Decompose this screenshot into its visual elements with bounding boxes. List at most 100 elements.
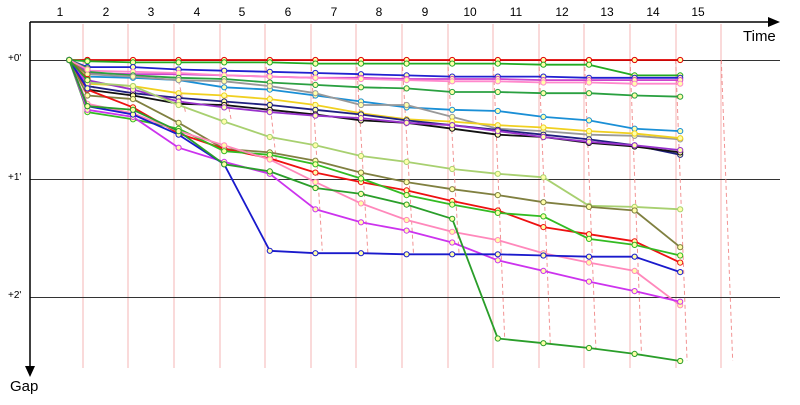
series-point bbox=[312, 206, 319, 213]
x-tick-label: 2 bbox=[103, 5, 110, 19]
x-tick-labels: 1 2 3 4 5 6 7 8 9 10 11 12 13 14 15 bbox=[57, 5, 705, 19]
series-point bbox=[449, 251, 456, 258]
y-tick-label: +2' bbox=[8, 290, 21, 301]
lap-connector-line bbox=[310, 59, 323, 251]
x-axis-title: Time bbox=[743, 28, 776, 45]
series-point bbox=[266, 109, 273, 116]
series-point bbox=[585, 203, 593, 210]
series-point bbox=[266, 73, 273, 80]
x-tick-label: 4 bbox=[194, 5, 201, 19]
series-point bbox=[585, 259, 593, 266]
series-point bbox=[357, 60, 365, 67]
series-point bbox=[84, 58, 91, 65]
series-point bbox=[677, 269, 684, 276]
series-point bbox=[494, 251, 501, 258]
series-point bbox=[631, 92, 638, 99]
series-point bbox=[357, 101, 365, 109]
x-tick-label: 10 bbox=[463, 5, 477, 19]
series-point bbox=[403, 85, 410, 92]
series-point bbox=[449, 228, 456, 235]
series-point bbox=[175, 144, 182, 151]
series-point bbox=[266, 96, 273, 103]
series-point bbox=[540, 124, 547, 131]
series-point bbox=[494, 60, 501, 67]
series-point bbox=[357, 200, 365, 207]
series-point bbox=[677, 357, 684, 365]
series-point bbox=[494, 335, 501, 342]
series-point bbox=[357, 115, 365, 122]
series-point bbox=[585, 278, 593, 285]
series-point bbox=[494, 257, 501, 264]
y-tick-labels: +0' +1' +2' bbox=[8, 53, 21, 301]
series-point bbox=[631, 207, 638, 214]
series-point bbox=[312, 169, 319, 176]
y-axis-title: Gap bbox=[10, 378, 38, 395]
x-tick-label: 1 bbox=[57, 5, 64, 19]
series-point bbox=[357, 175, 365, 182]
series-point bbox=[449, 78, 456, 85]
series-point bbox=[312, 179, 319, 186]
series-point bbox=[403, 101, 410, 109]
series-point bbox=[631, 80, 638, 87]
series-point bbox=[540, 199, 547, 206]
series-point bbox=[585, 235, 593, 242]
series-point bbox=[449, 239, 456, 246]
series-point bbox=[129, 83, 137, 90]
series-line bbox=[68, 59, 681, 141]
series-point bbox=[221, 84, 228, 91]
series-point bbox=[585, 253, 593, 260]
series-point bbox=[540, 61, 547, 68]
series-point bbox=[266, 247, 273, 254]
series-point bbox=[540, 113, 547, 121]
series-point bbox=[403, 192, 410, 199]
x-tick-label: 3 bbox=[148, 5, 155, 19]
series-point bbox=[266, 133, 273, 141]
x-tick-label: 6 bbox=[285, 5, 292, 19]
series-point bbox=[312, 250, 319, 257]
series-point bbox=[357, 250, 365, 257]
series-point bbox=[494, 88, 501, 96]
series-point bbox=[540, 340, 547, 347]
series-point bbox=[631, 267, 638, 274]
series-point bbox=[631, 350, 638, 357]
series-point bbox=[84, 66, 91, 73]
series-point bbox=[175, 59, 182, 66]
lap-connector-line bbox=[583, 59, 597, 348]
series-point bbox=[449, 106, 456, 113]
series-point bbox=[540, 213, 547, 220]
series-point bbox=[631, 142, 638, 149]
series-point bbox=[403, 60, 410, 67]
y-axis-arrow-icon bbox=[25, 366, 35, 377]
series-point bbox=[129, 106, 137, 113]
series-point bbox=[677, 135, 684, 142]
series-point bbox=[631, 130, 638, 137]
series-point bbox=[66, 56, 73, 64]
series-point bbox=[312, 142, 319, 149]
series-point bbox=[585, 90, 593, 97]
series-line bbox=[68, 59, 681, 248]
series-point bbox=[221, 118, 228, 125]
x-tick-label: 9 bbox=[422, 5, 429, 19]
series-point bbox=[357, 190, 365, 197]
series-point bbox=[677, 56, 684, 64]
series-point bbox=[357, 84, 365, 91]
series-point bbox=[631, 253, 638, 260]
series-line bbox=[68, 59, 681, 257]
series-point bbox=[494, 128, 501, 135]
series-line bbox=[68, 59, 681, 211]
axes-layer: Time Gap bbox=[10, 17, 780, 395]
series-point bbox=[403, 216, 410, 224]
series-point bbox=[221, 78, 228, 85]
series-line bbox=[68, 59, 681, 98]
series-point bbox=[585, 138, 593, 145]
series-point bbox=[221, 92, 228, 99]
series-point bbox=[585, 128, 593, 135]
series-line bbox=[68, 59, 681, 77]
series-point bbox=[175, 77, 182, 84]
series-point bbox=[494, 107, 501, 115]
series-point bbox=[449, 60, 456, 67]
series-point bbox=[494, 170, 501, 177]
series-point bbox=[221, 142, 228, 149]
